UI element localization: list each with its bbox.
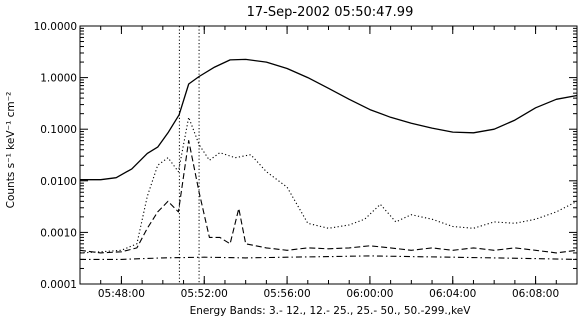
y-axis-label: Counts s⁻¹ keV⁻¹ cm⁻² [5, 92, 17, 209]
x-tick-label: 05:48:00 [98, 288, 145, 300]
chart-title: 17-Sep-2002 05:50:47.99 [247, 5, 414, 20]
series-line-4 [80, 255, 578, 260]
y-tick-label: 0.0010 [40, 227, 77, 239]
plot-area: 10.0000 1.0000 0.1000 0.0100 0.0010 0.0001 05:… [34, 21, 578, 300]
plot-frame [79, 25, 578, 285]
x-axis-label: Energy Bands: 3.- 12., 12.- 25., 25.- 50… [190, 305, 472, 317]
y-tick-label: 0.1000 [40, 124, 77, 136]
series-line-2 [79, 116, 578, 254]
y-tick-label: 10.0000 [34, 21, 77, 33]
y-tick-label: 0.0100 [40, 176, 77, 188]
y-tick-label: 0.0001 [40, 279, 77, 291]
x-tick-label: 05:56:00 [263, 288, 310, 300]
series-line-3 [79, 140, 578, 254]
x-tick-label: 06:00:00 [346, 288, 393, 300]
series-line-1 [80, 58, 578, 181]
y-tick-label: 1.0000 [40, 73, 77, 85]
x-tick-label: 06:04:00 [429, 288, 476, 300]
x-tick-label: 06:08:00 [512, 288, 559, 300]
x-tick-label: 05:52:00 [181, 288, 228, 300]
